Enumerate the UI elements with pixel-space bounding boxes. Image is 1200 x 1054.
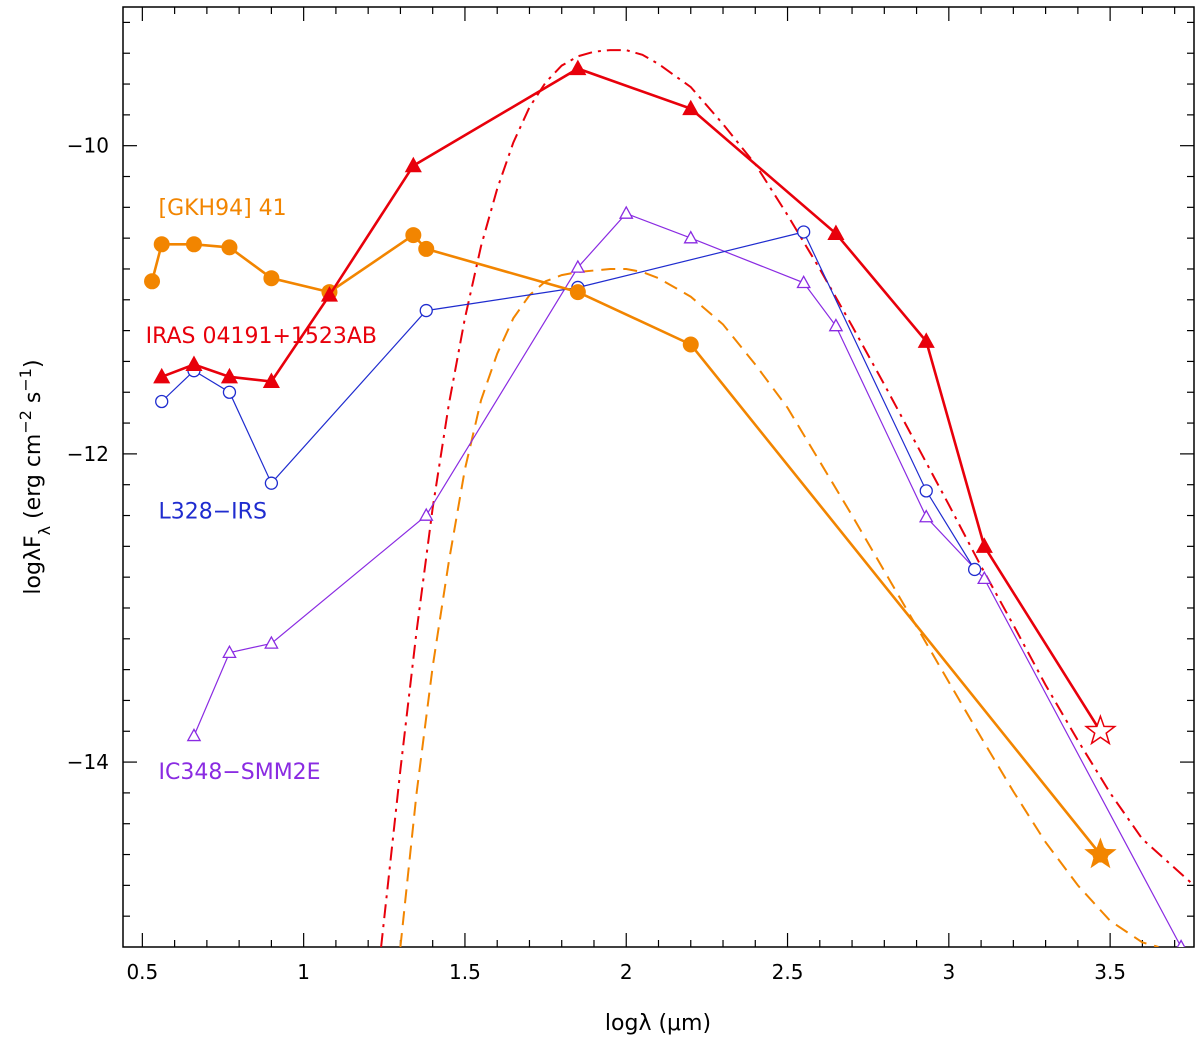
x-tick-label: 2 [620, 960, 633, 984]
ic348-smm2e-point [186, 728, 202, 742]
l328-irs-label: L328−IRS [158, 500, 266, 525]
l328-irs-point [222, 385, 237, 399]
data-series [144, 59, 1186, 947]
iras-04191-1523ab-point [569, 59, 587, 76]
ic348-smm2e-point [618, 205, 634, 219]
ic348-smm2e-point [264, 635, 279, 649]
gkh94-41-point [144, 273, 161, 290]
y-tick-label: −12 [67, 442, 109, 466]
axis-ticks: 0.5 1 1.5 2 2.5 3 3.5 −10 −12 −14 [67, 7, 1194, 984]
y-axis-title: logλFλ (erg cm−2 s−1) [16, 359, 54, 594]
l328-irs-point [419, 303, 433, 318]
x-tick-label: 0.5 [126, 960, 158, 984]
plot-frame [122, 6, 1195, 948]
iras-04191-1523ab-point [220, 367, 239, 384]
gkh94-41-point [569, 284, 586, 301]
ic348-smm2e-point [918, 509, 934, 523]
ic348-smm2e-point [828, 318, 844, 332]
ic348-smm2e-point [222, 644, 237, 659]
gkh94-41-point [185, 236, 202, 253]
series-labels: [GKH94] 41 IRAS 04191+1523AB L328−IRS IC348… [146, 196, 377, 785]
iras-04191-1523ab-point [185, 355, 203, 371]
model-curves [380, 49, 1194, 947]
iras-04191-1523ab-point [682, 99, 700, 116]
y-tick-label: −10 [67, 134, 109, 158]
x-axis-title: logλ (μm) [605, 1011, 711, 1036]
gkh94-41-point [221, 239, 238, 256]
x-tick-label: 2.5 [772, 960, 804, 984]
l328-irs-point [264, 476, 279, 490]
gkh94-41-point [682, 336, 699, 353]
l328-irs-point [919, 484, 933, 498]
l328-irs-point [155, 394, 169, 409]
ic348-smm2e-point [1176, 939, 1186, 947]
iras-04191-1523ab-point [917, 332, 935, 348]
x-tick-label: 3.5 [1094, 960, 1126, 984]
gkh94-41-model-fit-curve [399, 268, 1159, 947]
iras-04191-1523ab-point [320, 286, 339, 302]
gkh94-41-point [418, 240, 435, 257]
l328-irs-point [967, 562, 982, 577]
x-tick-label: 1 [297, 960, 310, 984]
gkh94-41-point [263, 270, 280, 287]
ic348-smm2e-label: IC348−SMM2E [158, 760, 320, 785]
gkh94-41-label: [GKH94] 41 [158, 196, 286, 221]
iras-04191-1523ab-upper-limit [1084, 714, 1117, 746]
iras-04191-1523ab-point [975, 537, 993, 553]
ic348-smm2e-point [683, 230, 699, 244]
x-tick-label: 3 [942, 960, 955, 984]
ic348-smm2e-point [977, 570, 992, 585]
iras-04191-1523ab-point [262, 372, 280, 388]
iras-04191-1523ab-point [827, 224, 845, 241]
iras-04191-1523ab-point [404, 156, 422, 173]
ic348-smm2e-point [796, 274, 811, 289]
gkh94-41-point [405, 227, 422, 244]
gkh94-41-point [153, 236, 170, 253]
ic348-smm2e-line [193, 212, 1182, 947]
y-tick-label: −14 [67, 750, 109, 774]
iras-04191-1523ab-line [161, 67, 1102, 732]
ic348-smm2e-point [418, 507, 434, 521]
iras-04191-1523ab-model-fit-curve [380, 49, 1194, 947]
gkh94-41-upper-limit [1084, 837, 1117, 869]
l328-irs-point [797, 225, 811, 239]
iras-04191-1523ab-label: IRAS 04191+1523AB [146, 324, 377, 349]
iras-04191-1523ab-point [153, 367, 171, 384]
x-tick-label: 1.5 [449, 960, 481, 984]
ic348-smm2e-point [570, 259, 586, 273]
